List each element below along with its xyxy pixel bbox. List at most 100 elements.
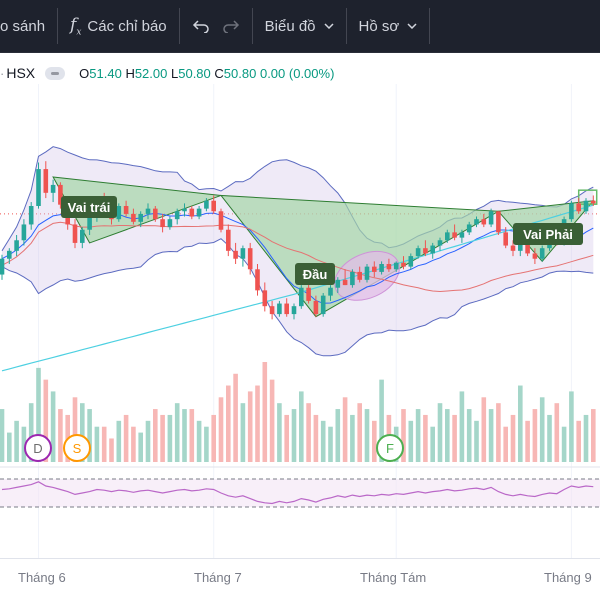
financial-event[interactable]: F bbox=[376, 434, 404, 462]
volume-bar bbox=[583, 414, 589, 462]
financial-event-text: F bbox=[386, 441, 394, 456]
candle-body bbox=[28, 206, 34, 225]
volume-bar bbox=[350, 414, 355, 462]
volume-bar bbox=[459, 391, 465, 462]
volume-bar bbox=[423, 414, 428, 462]
candle-body bbox=[459, 232, 465, 238]
volume-bar bbox=[189, 409, 195, 462]
volume-bar bbox=[43, 379, 49, 462]
volume-bar bbox=[401, 409, 406, 462]
volume-bar bbox=[364, 409, 370, 462]
chevron-down-icon bbox=[407, 23, 417, 29]
x-label-september: Tháng 9 bbox=[544, 570, 592, 585]
candle-body bbox=[576, 203, 581, 212]
candle-body bbox=[496, 211, 501, 233]
profile-menu-button[interactable]: Hồ sơ bbox=[347, 0, 430, 52]
toolbar-divider bbox=[178, 8, 180, 44]
candle-body bbox=[36, 169, 41, 206]
candle-body bbox=[284, 303, 289, 315]
event-markers: D S F bbox=[24, 434, 404, 462]
candle-body bbox=[364, 266, 370, 280]
open-key: O bbox=[79, 65, 90, 81]
candle-body bbox=[262, 290, 268, 307]
candle-body bbox=[408, 256, 414, 267]
volume-bar bbox=[335, 409, 341, 462]
volume-bar bbox=[277, 403, 282, 462]
candle-body bbox=[518, 242, 523, 251]
candle-body bbox=[357, 271, 362, 280]
candle-body bbox=[255, 269, 260, 291]
right-shoulder-label-bg bbox=[513, 223, 583, 245]
left-shoulder-label-bg bbox=[61, 196, 117, 218]
right-shoulder-label: Vai Phải bbox=[513, 223, 583, 245]
candle-body bbox=[379, 264, 384, 272]
volume-bar bbox=[437, 403, 443, 462]
volume-bar bbox=[28, 403, 34, 462]
candle-body bbox=[240, 248, 246, 259]
candle-body bbox=[50, 184, 56, 193]
volume-bar bbox=[408, 420, 414, 462]
candle-body bbox=[131, 213, 136, 222]
open-value: 51.40 bbox=[89, 65, 122, 81]
indicators-button[interactable]: fx Các chỉ báo bbox=[58, 0, 179, 52]
volume-bar bbox=[167, 414, 173, 462]
candle-body bbox=[313, 300, 319, 315]
volume-bar bbox=[36, 367, 41, 462]
split-event-circle bbox=[63, 434, 91, 462]
volume-bar bbox=[503, 426, 508, 462]
candle-body bbox=[466, 224, 472, 233]
ohlc-legend: · HSX O51.40 H52.00 L50.80 C50.80 0.00 (… bbox=[0, 62, 334, 84]
low-key: L bbox=[171, 65, 179, 81]
candle-body bbox=[372, 266, 377, 272]
split-event[interactable]: S bbox=[63, 434, 91, 462]
candle-body bbox=[116, 206, 122, 220]
volume-bar bbox=[306, 403, 311, 462]
candle-body bbox=[189, 208, 195, 217]
undo-button[interactable] bbox=[180, 0, 216, 52]
volume-bar bbox=[320, 420, 326, 462]
candle-body bbox=[204, 200, 209, 209]
candle-body bbox=[269, 306, 275, 315]
compare-button[interactable]: o sánh bbox=[0, 0, 57, 52]
volume-bar bbox=[58, 409, 63, 462]
candle-body bbox=[386, 264, 392, 270]
candle-body bbox=[0, 258, 5, 275]
redo-button[interactable] bbox=[216, 0, 252, 52]
dividend-event-text: D bbox=[33, 441, 42, 456]
candle-body bbox=[167, 219, 173, 228]
volume-bar bbox=[532, 409, 538, 462]
volume-bar bbox=[539, 397, 545, 462]
profile-menu-label: Hồ sơ bbox=[358, 17, 400, 35]
volume-bar bbox=[21, 426, 27, 462]
volume-bar bbox=[7, 432, 12, 462]
volume-bar bbox=[561, 426, 567, 462]
top-toolbar: o sánh fx Các chỉ báo Biểu đồ Hồ sơ bbox=[0, 0, 600, 53]
volume-bar bbox=[269, 379, 275, 462]
volume-bar bbox=[299, 391, 304, 462]
volume-bar bbox=[109, 438, 114, 462]
dividend-event-circle bbox=[24, 434, 52, 462]
candle-body bbox=[153, 208, 158, 220]
financial-event-circle bbox=[376, 434, 404, 462]
volume-bar bbox=[430, 426, 435, 462]
high-value: 52.00 bbox=[134, 65, 168, 81]
chart-menu-button[interactable]: Biểu đồ bbox=[253, 0, 346, 52]
candle-body bbox=[335, 279, 341, 288]
visibility-toggle-icon[interactable] bbox=[45, 66, 66, 80]
volume-bar bbox=[328, 426, 333, 462]
price-chart[interactable]: Vai trái Đầu Vai Phải D S F bbox=[0, 0, 600, 560]
volume-bar bbox=[101, 426, 107, 462]
volume-bar bbox=[569, 391, 574, 462]
candle-body bbox=[21, 224, 27, 241]
candle-body bbox=[277, 303, 282, 315]
rsi-pane bbox=[0, 478, 600, 508]
volume-bar bbox=[452, 414, 457, 462]
candle-body bbox=[123, 206, 129, 214]
head-label-bg bbox=[295, 263, 335, 285]
symbol-exchange: HSX bbox=[6, 65, 36, 81]
left-shoulder-text: Vai trái bbox=[68, 200, 111, 215]
volume-bar bbox=[547, 414, 552, 462]
dividend-event[interactable]: D bbox=[24, 434, 52, 462]
bollinger-upper bbox=[1, 146, 594, 252]
volume-bar bbox=[357, 403, 362, 462]
